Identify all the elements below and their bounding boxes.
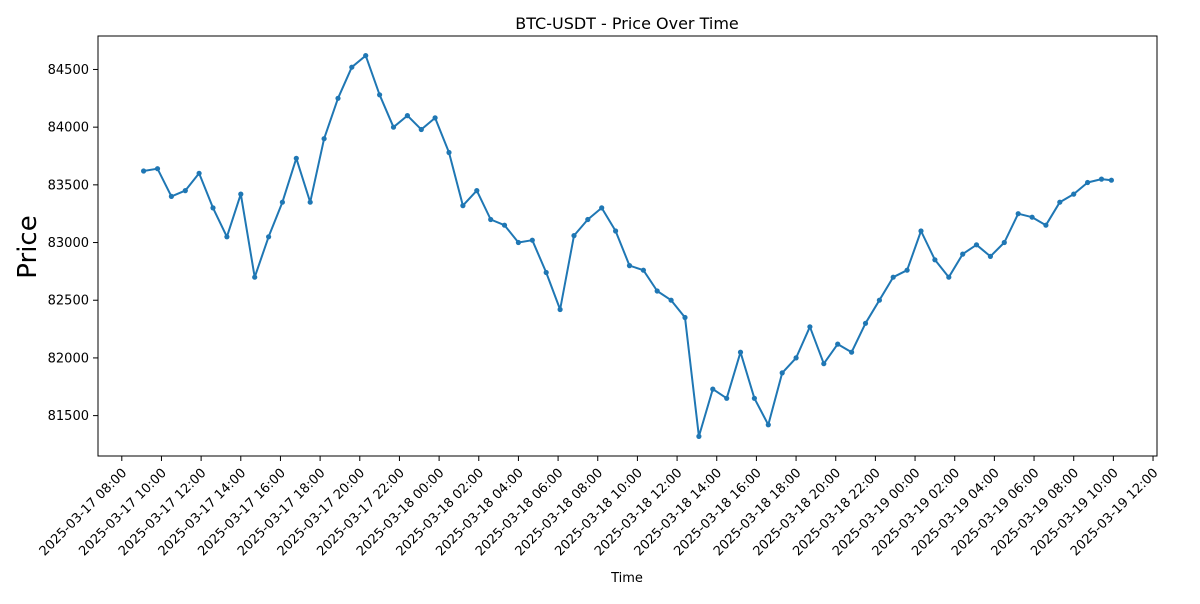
y-tick-label: 84000: [48, 121, 89, 136]
y-tick-label: 81500: [48, 409, 89, 424]
price-point: [918, 228, 924, 234]
price-point: [682, 314, 688, 321]
price-point: [515, 239, 522, 246]
price-point: [987, 253, 994, 259]
price-point: [293, 155, 299, 161]
price-point: [724, 395, 730, 401]
price-point: [446, 149, 452, 156]
price-series: [141, 53, 1114, 439]
price-point: [1085, 179, 1091, 186]
y-axis: 81500 82000 82500 83000 83500 84000 84500: [48, 63, 98, 424]
y-tick-label: 84500: [48, 63, 89, 78]
price-point: [501, 222, 508, 228]
price-point: [1029, 214, 1035, 220]
price-point: [890, 274, 896, 280]
price-point: [377, 92, 383, 98]
price-point: [252, 274, 258, 280]
price-point: [266, 234, 272, 240]
y-tick-label: 83500: [48, 178, 89, 193]
price-point: [335, 95, 341, 101]
price-point: [321, 136, 327, 142]
price-point: [182, 188, 188, 194]
price-point: [613, 228, 619, 234]
price-point: [960, 251, 966, 257]
price-point: [141, 168, 147, 174]
y-tick-label: 82000: [48, 351, 89, 366]
price-point: [599, 205, 605, 211]
price-point: [626, 263, 633, 269]
price-point: [654, 288, 660, 294]
price-point: [474, 188, 480, 194]
price-point: [1043, 222, 1049, 228]
price-point: [196, 170, 202, 176]
price-point: [751, 395, 758, 401]
price-point: [876, 297, 883, 303]
price-point: [862, 320, 869, 326]
price-point: [1057, 199, 1063, 205]
price-point: [488, 216, 494, 223]
price-point: [210, 205, 216, 211]
price-point: [807, 324, 813, 330]
chart-title: BTC-USDT - Price Over Time: [515, 14, 739, 33]
price-point: [835, 341, 841, 347]
price-point: [404, 113, 410, 119]
price-point: [557, 306, 563, 313]
price-point: [418, 126, 424, 133]
price-point: [668, 297, 674, 303]
y-tick-label: 82500: [48, 294, 89, 309]
price-point: [390, 124, 397, 130]
price-point: [765, 422, 771, 428]
y-axis-label: Price: [13, 215, 43, 278]
price-point: [168, 193, 174, 199]
price-point: [710, 386, 716, 392]
price-point: [793, 355, 799, 361]
price-point: [904, 267, 910, 273]
price-point: [1001, 239, 1007, 246]
price-point: [543, 269, 549, 276]
price-point: [1015, 211, 1021, 217]
price-point: [571, 233, 577, 239]
price-point: [363, 53, 369, 59]
price-point: [585, 216, 591, 223]
price-point: [349, 64, 355, 70]
price-point: [946, 274, 952, 280]
y-tick-label: 83000: [48, 236, 89, 251]
price-point: [821, 361, 827, 367]
price-point: [640, 267, 647, 273]
x-axis-label: Time: [610, 571, 643, 586]
price-point: [696, 433, 702, 439]
price-point: [737, 349, 744, 355]
price-point: [1071, 191, 1077, 197]
price-point: [460, 203, 466, 209]
price-point: [932, 257, 938, 263]
price-point: [529, 237, 535, 243]
price-line: [143, 54, 1112, 438]
price-point: [849, 349, 855, 355]
price-point: [279, 199, 285, 205]
price-point: [1108, 177, 1114, 183]
price-point: [224, 234, 230, 240]
price-point: [432, 115, 438, 121]
price-point: [154, 166, 161, 172]
price-point: [779, 370, 785, 376]
price-point: [1098, 176, 1105, 182]
price-point: [238, 191, 244, 197]
price-point: [973, 242, 980, 248]
plot-area-frame: [97, 35, 1158, 457]
price-point: [307, 199, 313, 205]
